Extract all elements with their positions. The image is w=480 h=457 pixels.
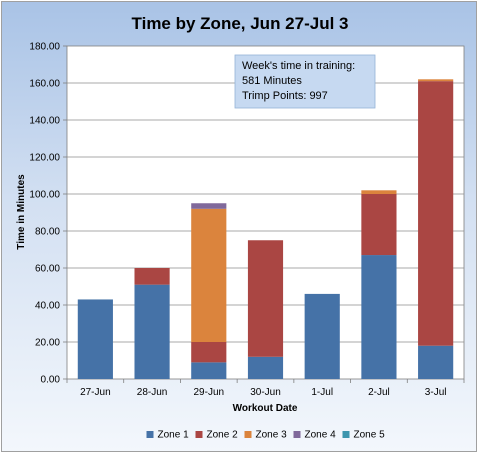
bar-zone-1: [77, 299, 113, 379]
legend-swatch: [293, 431, 301, 438]
x-tick-label: 1-Jul: [311, 387, 333, 398]
bars-layer: [77, 79, 454, 379]
bar-zone-1: [134, 284, 170, 379]
bar-zone-2: [361, 194, 397, 256]
x-tick-label: 28-Jun: [137, 387, 168, 398]
bar-zone-1: [304, 293, 340, 379]
y-tick-label: 160.00: [29, 79, 60, 90]
legend-label: Zone 3: [256, 430, 288, 441]
y-tick-label: 120.00: [29, 153, 60, 164]
bar-zone-2: [247, 240, 284, 357]
x-tick-label: 2-Jul: [368, 387, 390, 398]
y-tick-label: 40.00: [35, 301, 60, 312]
bar-zone-3: [191, 208, 227, 342]
bar-zone-1: [191, 362, 227, 379]
legend-label: Zone 4: [305, 430, 337, 441]
annotation-line-2: 581 Minutes: [242, 75, 302, 87]
x-axis-label: Workout Date: [233, 403, 298, 414]
y-tick-label: 80.00: [35, 227, 60, 238]
y-tick-label: 100.00: [29, 190, 60, 201]
x-tick-label: 3-Jul: [425, 387, 447, 398]
legend: Zone 1 Zone 2 Zone 3 Zone 4 Zone 5: [146, 430, 386, 441]
legend-swatch: [342, 431, 350, 438]
x-ticks: 27-Jun 28-Jun 29-Jun 30-Jun 1-Jul 2-Jul 3-Jul: [66, 379, 465, 398]
y-tick-label: 20.00: [35, 338, 60, 349]
y-tick-label: 0.00: [41, 375, 61, 386]
legend-label: Zone 2: [207, 430, 239, 441]
y-ticks: 0.00 20.00 40.00 60.00 80.00 100.00 120.00 140.…: [29, 42, 67, 386]
legend-label: Zone 1: [158, 430, 190, 441]
bar-zone-4: [191, 203, 227, 209]
x-tick-label: 29-Jun: [193, 387, 224, 398]
y-tick-label: 180.00: [29, 42, 60, 53]
annotation-line-3: Trimp Points: 997: [242, 90, 328, 102]
legend-swatch: [244, 431, 252, 438]
annotation-line-1: Week's time in training:: [242, 60, 355, 72]
legend-label: Zone 5: [354, 430, 386, 441]
bar-zone-3: [418, 79, 454, 82]
annotation-background: [234, 54, 376, 109]
legend-swatch: [195, 431, 203, 438]
x-tick-label: 30-Jun: [250, 387, 281, 398]
y-axis-label: Time in Minutes: [16, 174, 27, 250]
bar-zone-1: [247, 356, 284, 379]
x-tick-label: 27-Jun: [80, 387, 111, 398]
annotation-box: Week's time in training: 581 Minutes Tri…: [234, 54, 376, 109]
grid-layer: [67, 82, 464, 343]
y-tick-label: 60.00: [35, 264, 60, 275]
bar-zone-3: [361, 190, 397, 194]
bar-zone-2: [134, 268, 170, 285]
bar-zone-2: [191, 342, 227, 363]
bar-zone-1: [418, 345, 454, 379]
bar-zone-2: [418, 81, 454, 346]
bar-zone-1: [361, 255, 397, 379]
chart-frame: Time by Zone, Jun 27-Jul 3 0.00 20.00 40.0…: [1, 1, 477, 452]
y-tick-label: 140.00: [29, 116, 60, 127]
chart-title: Time by Zone, Jun 27-Jul 3: [132, 14, 349, 33]
legend-swatch: [146, 431, 154, 438]
